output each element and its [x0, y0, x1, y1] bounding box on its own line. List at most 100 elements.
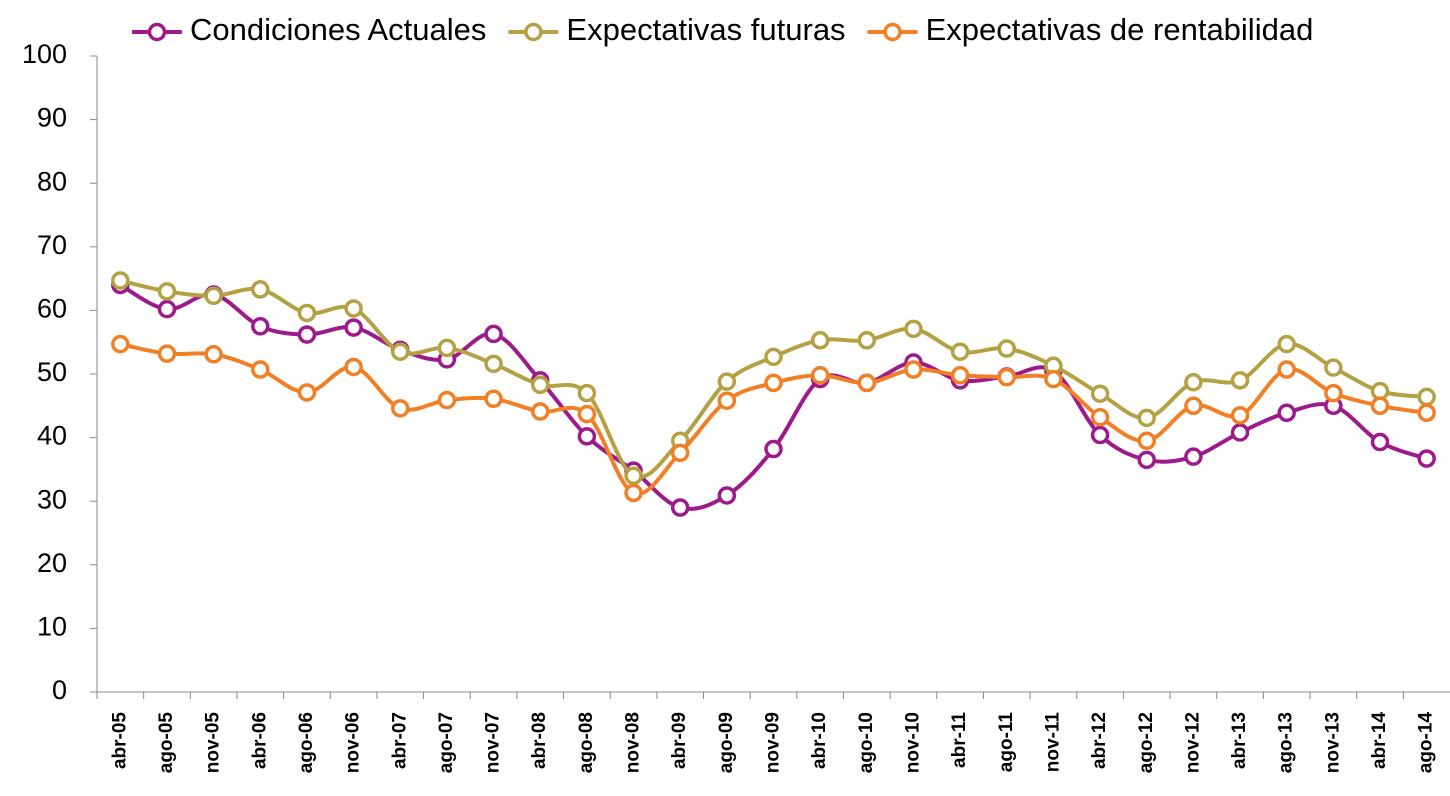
- y-tick-label: 80: [37, 166, 67, 196]
- point: [157, 282, 177, 301]
- point: [857, 331, 877, 350]
- point: [204, 345, 223, 364]
- point: [857, 373, 877, 393]
- x-tick-label: nov-13: [1322, 712, 1343, 773]
- x-tick-label: abr-11: [949, 712, 970, 768]
- point: [1184, 396, 1203, 416]
- x-tick-label: abr-10: [809, 712, 830, 769]
- point: [1370, 396, 1390, 416]
- point: [297, 383, 317, 402]
- y-tick-label: 40: [37, 421, 67, 451]
- point: [111, 334, 130, 354]
- point: [344, 299, 363, 318]
- point: [391, 399, 410, 418]
- point: [484, 354, 503, 374]
- x-tick-label: ago-10: [856, 712, 877, 773]
- point: [577, 404, 597, 424]
- point: [577, 383, 597, 403]
- series-line: [119, 283, 1428, 511]
- x-tick-label: abr-06: [249, 712, 270, 769]
- x-tick-label: ago-07: [436, 712, 457, 773]
- point: [111, 271, 130, 290]
- x-tick-label: abr-07: [389, 712, 410, 769]
- x-tick-label: nov-11: [1042, 712, 1063, 773]
- x-tick-label: nov-07: [483, 712, 504, 773]
- point: [297, 303, 317, 323]
- point: [1044, 369, 1063, 389]
- legend-marker: [883, 22, 902, 42]
- point: [344, 357, 363, 377]
- point: [1277, 360, 1296, 379]
- x-tick-label: abr-05: [109, 712, 130, 769]
- point: [624, 466, 643, 486]
- legend-label: Condiciones Actuales: [190, 12, 486, 47]
- point: [1184, 373, 1203, 392]
- x-tick-label: ago-13: [1276, 712, 1297, 773]
- x-tick-label: ago-06: [296, 712, 317, 773]
- x-tick-label: abr-14: [1369, 712, 1390, 769]
- point: [577, 427, 597, 446]
- point: [764, 347, 783, 367]
- point: [484, 324, 503, 344]
- point: [1370, 432, 1390, 452]
- x-tick-label: ago-09: [716, 712, 737, 773]
- point: [484, 389, 503, 409]
- legend-marker: [524, 22, 543, 42]
- legend-label: Expectativas de rentabilidad: [926, 12, 1314, 47]
- point: [1230, 371, 1250, 390]
- point: [1370, 381, 1390, 401]
- point: [297, 325, 317, 344]
- point: [1137, 450, 1156, 470]
- x-tick-label: nov-12: [1182, 712, 1203, 773]
- point: [904, 319, 923, 339]
- x-tick-label: ago-14: [1416, 712, 1437, 774]
- point: [437, 338, 457, 358]
- point: [251, 280, 270, 299]
- point: [1137, 431, 1156, 451]
- point: [157, 299, 177, 319]
- point: [530, 402, 550, 421]
- legend-marker: [147, 22, 167, 42]
- point: [391, 342, 410, 361]
- x-tick-label: abr-09: [669, 712, 690, 769]
- point: [764, 439, 783, 459]
- point: [1277, 334, 1296, 354]
- point: [1230, 406, 1250, 425]
- y-tick-label: 30: [37, 484, 67, 514]
- point: [1417, 449, 1436, 468]
- y-tick-label: 50: [37, 357, 67, 387]
- point: [1324, 358, 1343, 377]
- point: [904, 360, 923, 379]
- point: [1417, 403, 1436, 423]
- x-tick-label: nov-05: [203, 712, 224, 774]
- x-tick-label: abr-13: [1229, 712, 1250, 769]
- point: [1184, 447, 1203, 466]
- point: [950, 342, 970, 361]
- point: [717, 372, 737, 391]
- x-tick-label: nov-08: [623, 712, 644, 773]
- y-tick-label: 100: [22, 39, 67, 69]
- legend-label: Expectativas futuras: [566, 12, 845, 47]
- point: [1090, 425, 1110, 445]
- point: [1417, 387, 1436, 407]
- point: [950, 366, 970, 385]
- point: [670, 498, 690, 517]
- point: [670, 443, 690, 463]
- point: [251, 360, 270, 379]
- series-line: [119, 342, 1427, 496]
- x-tick-label: nov-06: [343, 712, 364, 773]
- y-tick-label: 20: [37, 548, 67, 578]
- x-tick-label: ago-05: [156, 712, 177, 774]
- point: [1324, 383, 1343, 403]
- x-tick-label: ago-08: [576, 712, 597, 773]
- x-tick-label: abr-12: [1089, 712, 1110, 769]
- point: [1090, 384, 1110, 403]
- point: [437, 390, 457, 410]
- point: [717, 391, 737, 410]
- x-tick-label: nov-10: [902, 712, 923, 773]
- point: [810, 331, 830, 350]
- x-tick-label: ago-11: [996, 712, 1017, 773]
- point: [530, 375, 550, 395]
- point: [997, 367, 1017, 387]
